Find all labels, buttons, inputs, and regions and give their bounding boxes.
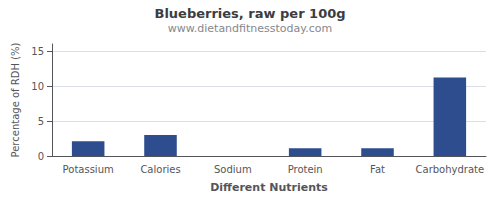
svg-text:10: 10	[31, 81, 44, 92]
svg-text:Sodium: Sodium	[214, 164, 252, 175]
svg-text:Fat: Fat	[370, 164, 385, 175]
svg-text:Different Nutrients: Different Nutrients	[210, 181, 328, 194]
svg-text:Protein: Protein	[288, 164, 323, 175]
svg-text:Percentage of RDH (%): Percentage of RDH (%)	[10, 42, 21, 157]
svg-text:Carbohydrate: Carbohydrate	[416, 164, 485, 175]
svg-text:Blueberries, raw per 100g: Blueberries, raw per 100g	[154, 6, 345, 21]
svg-text:Calories: Calories	[140, 164, 180, 175]
svg-text:5: 5	[38, 116, 44, 127]
svg-text:www.dietandfitnesstoday.com: www.dietandfitnesstoday.com	[168, 22, 332, 35]
svg-text:0: 0	[38, 151, 44, 162]
svg-text:15: 15	[31, 46, 44, 57]
svg-text:Potassium: Potassium	[63, 164, 114, 175]
